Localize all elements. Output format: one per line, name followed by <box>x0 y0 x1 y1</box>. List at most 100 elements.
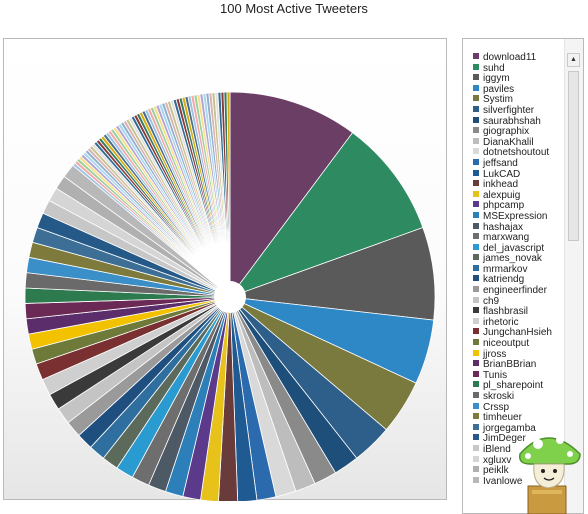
legend-item: giographix <box>473 126 552 138</box>
legend-item: flashbrasil <box>473 306 552 318</box>
legend-item: phpcamp <box>473 201 552 212</box>
legend-swatch <box>473 444 479 451</box>
legend-swatch <box>473 328 479 335</box>
legend-item: pl_sharepoint <box>473 381 552 392</box>
legend-item: Ivanlowe <box>473 475 552 488</box>
pie-slice <box>228 132 424 298</box>
legend-swatch <box>473 434 479 441</box>
legend-swatch <box>473 254 479 261</box>
legend-label: irhetoric <box>483 316 519 328</box>
legend-item: Crssp <box>473 401 552 414</box>
legend-label: Crssp <box>483 401 510 413</box>
legend-label: ch9 <box>483 295 500 307</box>
legend-item: silverfighter <box>473 104 552 117</box>
legend-item: timheuer <box>473 412 552 424</box>
legend-swatch <box>473 222 479 229</box>
legend-label: alexpuig <box>483 189 521 201</box>
legend-swatch <box>473 95 479 102</box>
legend-item: alexpuig <box>473 189 552 202</box>
legend-item: irhetoric <box>473 316 552 329</box>
legend-swatch <box>473 53 479 59</box>
mushroom-mascot-icon <box>518 436 581 514</box>
legend-label: engineerfinder <box>483 285 547 297</box>
legend-item: saurabhshah <box>473 115 552 128</box>
legend-label: Ivanlowe <box>483 475 523 487</box>
legend-swatch <box>473 307 479 314</box>
legend-swatch <box>473 233 479 240</box>
legend-label: jorgegamba <box>483 422 536 434</box>
scroll-up-button[interactable]: ▲ <box>567 53 580 67</box>
legend-label: hashajax <box>483 221 524 233</box>
legend-swatch <box>473 84 479 91</box>
plot-area <box>3 38 447 501</box>
legend-swatch <box>473 74 479 81</box>
legend-item: iggym <box>473 73 552 85</box>
legend-label: DianaKhalil <box>483 136 534 148</box>
legend-label: inkhead <box>483 179 519 191</box>
legend-swatch <box>473 360 479 367</box>
legend-swatch <box>473 455 479 462</box>
legend-label: phpcamp <box>483 200 525 212</box>
legend-item: engineerfinder <box>473 285 552 297</box>
pie-slice <box>218 296 239 501</box>
legend-item: xgluxv <box>473 455 552 467</box>
pie-center <box>214 281 246 313</box>
legend-label: marxwang <box>483 232 530 244</box>
legend-label: saurabhshah <box>483 115 541 127</box>
chart-title: 100 Most Active Tweeters <box>220 1 368 16</box>
legend-swatch <box>473 466 479 473</box>
legend-item: hashajax <box>473 221 552 234</box>
legend-label: JungchanHsieh <box>483 327 552 339</box>
legend-swatch <box>473 127 479 134</box>
legend-label: dotnetshoutout <box>483 147 550 159</box>
legend-swatch <box>473 158 479 165</box>
legend-label: flashbrasil <box>483 306 529 318</box>
legend-swatch <box>473 63 479 70</box>
legend-label: jjross <box>483 348 507 360</box>
legend-label: james_novak <box>483 253 542 265</box>
legend-item: paviles <box>473 84 552 96</box>
legend-label: pl_sharepoint <box>483 380 544 392</box>
legend-item: DianaKhalil <box>473 136 552 149</box>
legend-item: LukCAD <box>473 169 552 181</box>
legend-swatch <box>473 381 479 388</box>
legend-swatch <box>473 423 479 430</box>
legend-label: silverfighter <box>483 104 535 116</box>
legend-item: suhd <box>473 63 552 75</box>
legend-swatch <box>473 264 479 271</box>
legend-label: Tunis <box>483 369 508 381</box>
legend-label: katriendg <box>483 274 525 286</box>
legend-label: timheuer <box>483 412 522 424</box>
legend-swatch <box>473 413 479 420</box>
legend-label: iBlend <box>483 443 511 455</box>
legend-item: Systim <box>473 95 552 106</box>
pie-chart <box>24 91 436 501</box>
legend-swatch <box>473 402 479 409</box>
pie-slice <box>226 91 231 298</box>
legend-label: MSExpression <box>483 210 548 222</box>
legend-swatch <box>473 211 479 218</box>
legend-item: JungchanHsieh <box>473 328 552 339</box>
legend-swatch <box>473 148 479 155</box>
legend-label: niceoutput <box>483 338 530 350</box>
legend-label: BrianBBrian <box>483 359 537 371</box>
legend-item: del_javascript <box>473 243 552 255</box>
legend-item: katriendg <box>473 275 552 286</box>
legend-item: dotnetshoutout <box>473 148 552 159</box>
legend-swatch <box>473 169 479 176</box>
legend-label: iggym <box>483 73 510 85</box>
legend-label: giographix <box>483 126 530 138</box>
scroll-thumb[interactable] <box>568 71 579 241</box>
legend-swatch <box>473 137 479 144</box>
legend: download11 suhd iggym paviles Systim silverfi… <box>462 38 584 514</box>
legend-scrollbar[interactable]: ▲ <box>564 39 583 513</box>
legend-item: MSExpression <box>473 210 552 223</box>
legend-swatch <box>473 180 479 187</box>
legend-swatch <box>473 201 479 208</box>
legend-item: skroski <box>473 391 552 403</box>
legend-item: iBlend <box>473 443 552 456</box>
legend-swatch <box>473 190 479 197</box>
legend-swatch <box>473 349 479 356</box>
legend-item: ch9 <box>473 295 552 308</box>
legend-label: mrmarkov <box>483 263 528 275</box>
